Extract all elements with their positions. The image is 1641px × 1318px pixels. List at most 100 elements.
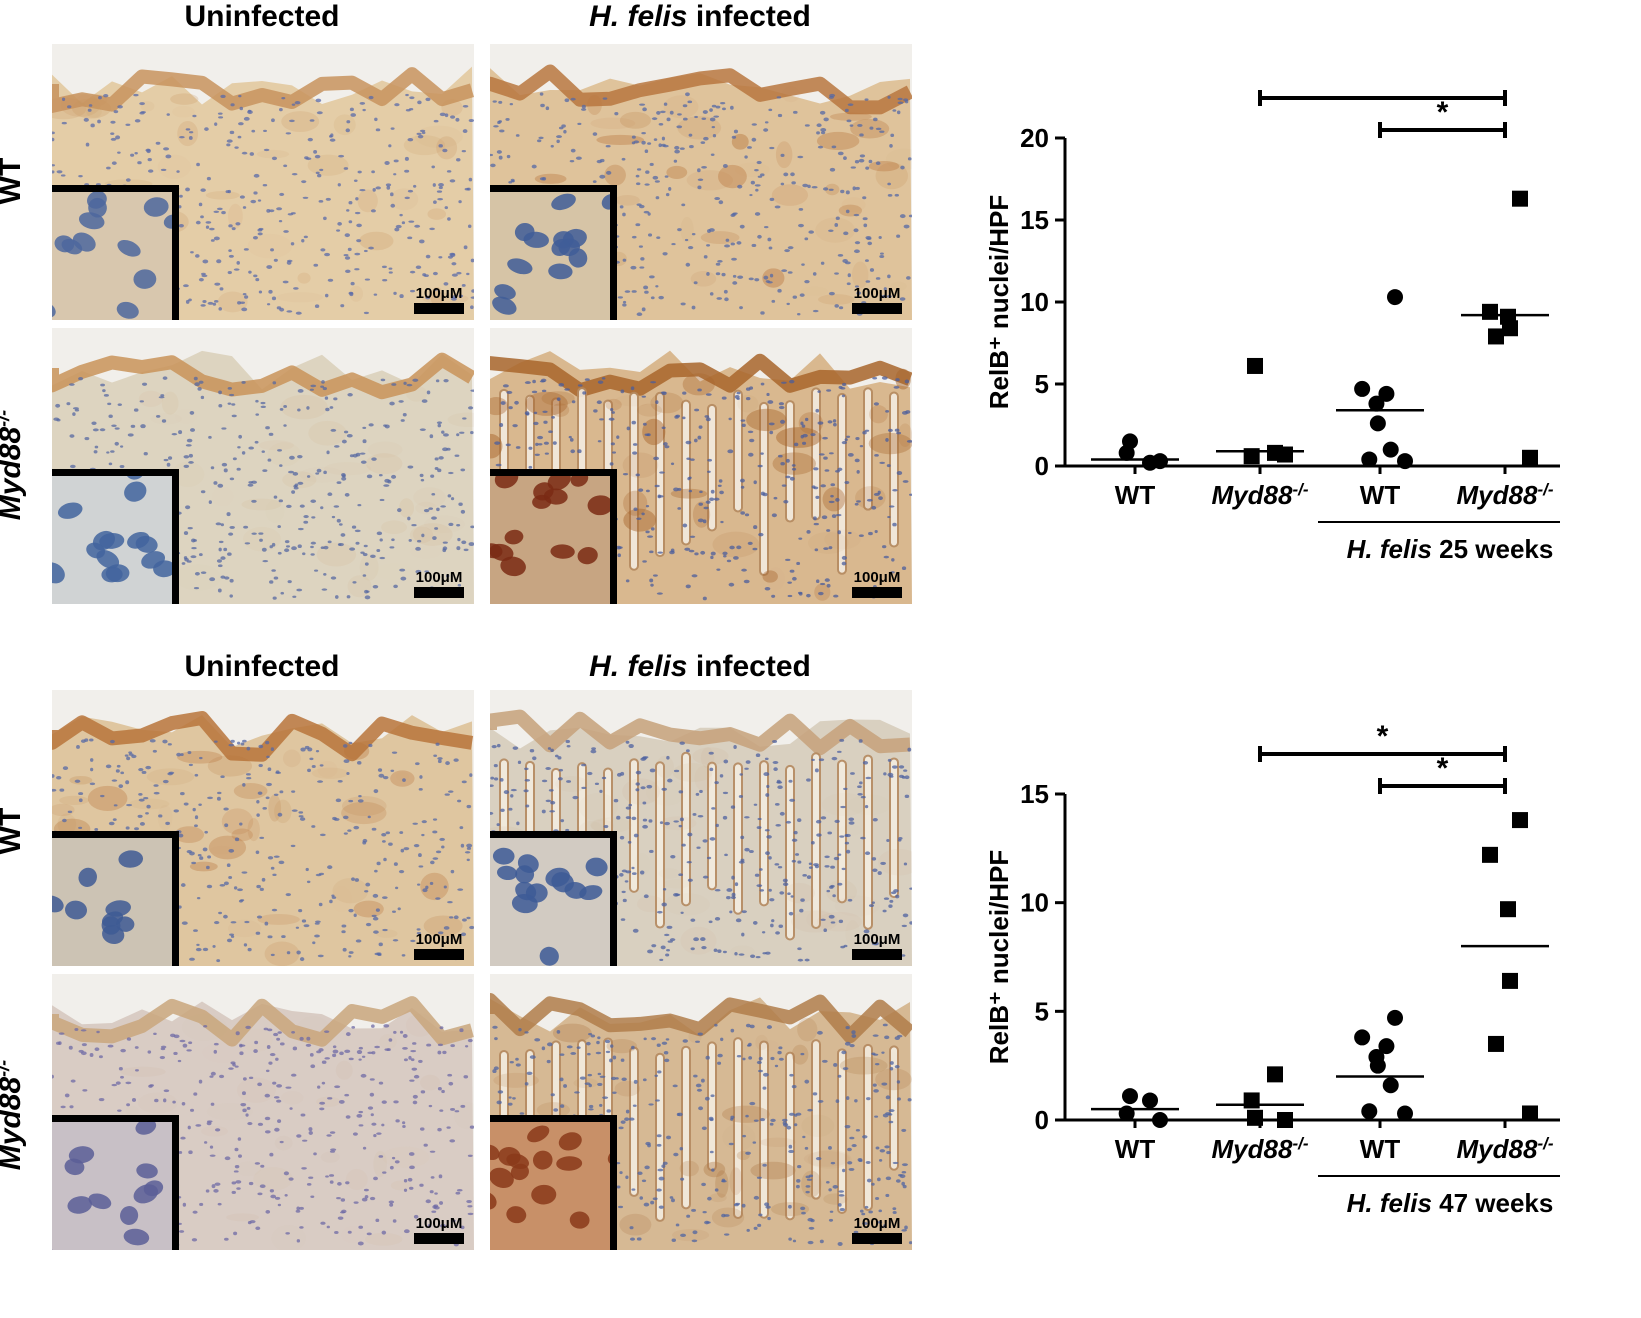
zoom-inset — [52, 831, 179, 966]
data-point — [1387, 1009, 1403, 1026]
y-tick-label: 15 — [1020, 779, 1049, 809]
data-point — [1368, 395, 1385, 412]
data-point — [1512, 190, 1528, 207]
micrograph-p2-myd88-infected: 100μM — [490, 974, 912, 1250]
panel2-col-title-uninfected: Uninfected — [184, 650, 340, 683]
y-tick-label: 15 — [1020, 205, 1049, 235]
data-point — [1354, 1029, 1371, 1046]
scale-bar: 100μM — [414, 931, 464, 960]
data-point — [1502, 972, 1518, 989]
x-category-label: Myd88-/- — [1457, 480, 1554, 511]
data-point — [1247, 357, 1263, 374]
data-point — [1522, 1105, 1538, 1122]
scale-bar-line — [414, 949, 464, 960]
x-category-label: WT — [1360, 480, 1401, 510]
data-point — [1118, 1105, 1135, 1122]
data-point — [1502, 320, 1518, 337]
data-point — [1488, 328, 1504, 345]
relb-chart-47-weeks: 0 5 10 15 RelB⁺ nuclei/HPF WT Myd88-/- WT Myd88-… — [984, 722, 1560, 1218]
y-tick-label: 5 — [1035, 996, 1049, 1026]
data-point — [1152, 453, 1168, 470]
panel2-row-label-myd88: Myd88-/- — [0, 1059, 27, 1171]
data-point — [1243, 1092, 1260, 1109]
scale-bar-label: 100μM — [415, 1215, 463, 1232]
scale-bar-line — [852, 303, 902, 314]
data-point — [1354, 380, 1371, 397]
x-category-label: Myd88-/- — [1212, 1134, 1309, 1165]
data-point — [1122, 433, 1138, 450]
x-category-label: WT — [1360, 1134, 1401, 1164]
data-point — [1397, 1105, 1413, 1122]
micrograph-p1-wt-uninfected: 100μM — [52, 44, 474, 320]
scale-bar-label: 100μM — [853, 569, 901, 586]
significance-star: * — [1377, 722, 1389, 753]
micrograph-p2-wt-uninfected: 100μM — [52, 690, 474, 966]
data-point — [1378, 385, 1395, 402]
data-point — [1369, 415, 1386, 432]
scale-bar-line — [852, 1233, 902, 1244]
scale-bar-label: 100μM — [853, 931, 901, 948]
data-point — [1378, 1038, 1395, 1055]
scale-bar-line — [414, 587, 464, 598]
y-tick-label: 10 — [1020, 287, 1049, 317]
group-label: H. felis 47 weeks — [1347, 1188, 1554, 1218]
data-point — [1369, 1057, 1386, 1074]
y-axis-label: RelB⁺ nuclei/HPF — [984, 850, 1014, 1065]
panel1-col-title-uninfected: Uninfected — [184, 0, 340, 33]
panel1-row-label-myd88: Myd88-/- — [0, 409, 27, 521]
zoom-inset — [490, 185, 617, 320]
data-point — [1382, 1077, 1399, 1094]
scale-bar-line — [852, 949, 902, 960]
data-point — [1361, 1103, 1378, 1120]
significance-star: * — [1377, 90, 1389, 97]
micrograph-p1-wt-infected: 100μM — [490, 44, 912, 320]
micrograph-p1-myd88-infected: 100μM — [490, 328, 912, 604]
zoom-inset — [52, 469, 179, 604]
scale-bar-line — [414, 1233, 464, 1244]
data-point — [1522, 449, 1538, 466]
x-category-label: Myd88-/- — [1457, 1134, 1554, 1165]
y-tick-label: 0 — [1035, 451, 1049, 481]
zoom-inset — [52, 1115, 179, 1250]
data-point — [1482, 303, 1498, 320]
x-category-label: Myd88-/- — [1212, 480, 1309, 511]
data-point — [1152, 1112, 1168, 1128]
data-point — [1122, 1088, 1138, 1105]
data-point — [1488, 1035, 1504, 1052]
significance-star: * — [1437, 752, 1449, 785]
data-point — [1277, 1112, 1293, 1128]
scale-bar-label: 100μM — [415, 931, 463, 948]
micrograph-p2-wt-infected: 100μM — [490, 690, 912, 966]
scale-bar-line — [414, 303, 464, 314]
y-tick-label: 10 — [1020, 888, 1049, 918]
micrograph-p1-myd88-uninfected: 100μM — [52, 328, 474, 604]
data-point — [1361, 451, 1378, 468]
scale-bar-label: 100μM — [853, 1215, 901, 1232]
y-axis-label: RelB⁺ nuclei/HPF — [984, 195, 1014, 410]
data-point — [1387, 289, 1403, 306]
scale-bar: 100μM — [852, 931, 902, 960]
scale-bar-label: 100μM — [415, 285, 463, 302]
data-point — [1482, 846, 1498, 863]
scale-bar: 100μM — [852, 569, 902, 598]
data-point — [1500, 901, 1516, 918]
data-point — [1397, 453, 1413, 470]
y-tick-label: 5 — [1035, 369, 1049, 399]
data-point — [1382, 441, 1399, 458]
data-point — [1277, 446, 1293, 463]
scale-bar-line — [852, 587, 902, 598]
zoom-inset — [490, 831, 617, 966]
y-tick-label: 20 — [1020, 123, 1049, 153]
panel2-col-title-infected: H. felis infected — [589, 650, 811, 683]
scale-bar-label: 100μM — [415, 569, 463, 586]
scale-bar: 100μM — [414, 569, 464, 598]
zoom-inset — [490, 1115, 617, 1250]
scale-bar: 100μM — [852, 285, 902, 314]
scale-bar: 100μM — [414, 285, 464, 314]
scale-bar-label: 100μM — [853, 285, 901, 302]
micrograph-p2-myd88-uninfected: 100μM — [52, 974, 474, 1250]
panel1-col-title-infected: H. felis infected — [589, 0, 811, 33]
group-label: H. felis 25 weeks — [1347, 534, 1554, 564]
zoom-inset — [490, 469, 617, 604]
panel1-row-label-wt: WT — [0, 157, 27, 205]
